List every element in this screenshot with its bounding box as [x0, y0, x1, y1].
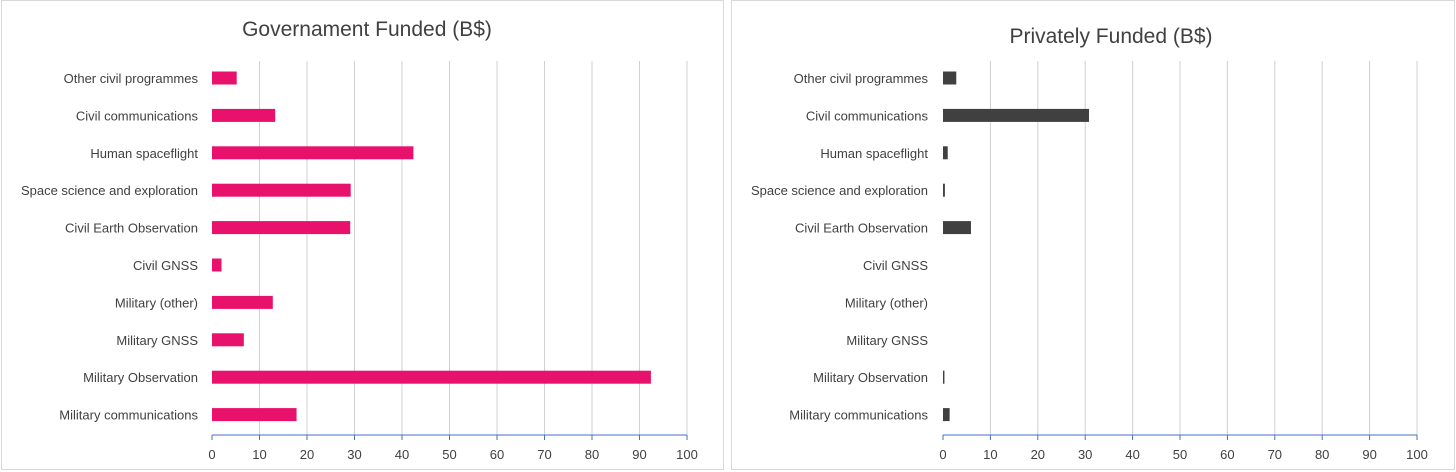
- priv-tick-label: 20: [1031, 447, 1045, 462]
- priv-tick-label: 40: [1125, 447, 1139, 462]
- priv-bar: [943, 370, 945, 384]
- gov-category-label: Human spaceflight: [90, 146, 198, 161]
- gov-tick-label: 60: [490, 447, 504, 462]
- privately-funded-chart-panel: Privately Funded (B$) Other civil program…: [731, 0, 1455, 470]
- priv-tick-label: 70: [1268, 447, 1282, 462]
- gov-bar: [212, 183, 351, 197]
- priv-tick-label: 0: [939, 447, 946, 462]
- gov-category-label: Other civil programmes: [64, 71, 199, 86]
- priv-tick-label: 60: [1220, 447, 1234, 462]
- priv-chart-title: Privately Funded (B$): [1009, 25, 1212, 48]
- gov-bar: [212, 108, 276, 122]
- gov-bar: [212, 370, 651, 384]
- gov-category-label: Military Observation: [83, 370, 198, 385]
- gov-category-label: Military (other): [115, 295, 198, 310]
- gov-tick-label: 90: [632, 447, 646, 462]
- gov-category-label: Civil communications: [76, 108, 199, 123]
- gov-tick-label: 20: [300, 447, 314, 462]
- gov-tick-label: 70: [537, 447, 551, 462]
- gov-tick-label: 10: [252, 447, 266, 462]
- gov-bar: [212, 221, 351, 235]
- priv-category-label: Civil GNSS: [863, 258, 928, 273]
- gov-category-label: Civil GNSS: [133, 258, 198, 273]
- gov-bar: [212, 71, 237, 85]
- priv-category-label: Military Observation: [813, 370, 928, 385]
- gov-category-label: Military GNSS: [116, 333, 198, 348]
- gov-tick-label: 100: [676, 447, 698, 462]
- gov-tick-label: 50: [442, 447, 456, 462]
- privately-funded-chart: Privately Funded (B$) Other civil program…: [751, 25, 1428, 462]
- gov-category-label: Military communications: [59, 408, 198, 423]
- priv-bar: [943, 108, 1089, 122]
- priv-bar: [943, 183, 945, 197]
- priv-category-label: Human spaceflight: [820, 146, 928, 161]
- priv-tick-label: 30: [1078, 447, 1092, 462]
- priv-bar: [943, 71, 957, 85]
- priv-tick-label: 90: [1362, 447, 1376, 462]
- priv-bar: [943, 408, 950, 422]
- gov-tick-label: 0: [208, 447, 215, 462]
- gov-category-label: Space science and exploration: [21, 183, 198, 198]
- priv-bar: [943, 146, 948, 160]
- gov-bar: [212, 333, 244, 347]
- gov-bar: [212, 146, 414, 160]
- priv-category-label: Space science and exploration: [751, 183, 928, 198]
- gov-category-label: Civil Earth Observation: [65, 221, 198, 236]
- priv-category-label: Military GNSS: [846, 333, 928, 348]
- priv-category-label: Civil Earth Observation: [795, 221, 928, 236]
- priv-category-label: Military (other): [845, 295, 928, 310]
- gov-bar: [212, 295, 273, 309]
- gov-chart-title: Governament Funded (B$): [242, 18, 492, 41]
- gov-bar: [212, 408, 297, 422]
- priv-category-label: Civil communications: [806, 108, 929, 123]
- government-funded-chart-panel: Governament Funded (B$) Other civil progr…: [1, 0, 724, 470]
- gov-bar: [212, 258, 222, 272]
- priv-tick-label: 50: [1173, 447, 1187, 462]
- priv-tick-label: 10: [983, 447, 997, 462]
- gov-tick-label: 80: [585, 447, 599, 462]
- priv-tick-label: 80: [1315, 447, 1329, 462]
- government-funded-chart: Governament Funded (B$) Other civil progr…: [21, 18, 698, 462]
- priv-category-label: Other civil programmes: [794, 71, 929, 86]
- gov-tick-label: 40: [395, 447, 409, 462]
- priv-category-label: Military communications: [789, 408, 928, 423]
- priv-bar: [943, 221, 971, 235]
- priv-tick-label: 100: [1406, 447, 1428, 462]
- gov-tick-label: 30: [347, 447, 361, 462]
